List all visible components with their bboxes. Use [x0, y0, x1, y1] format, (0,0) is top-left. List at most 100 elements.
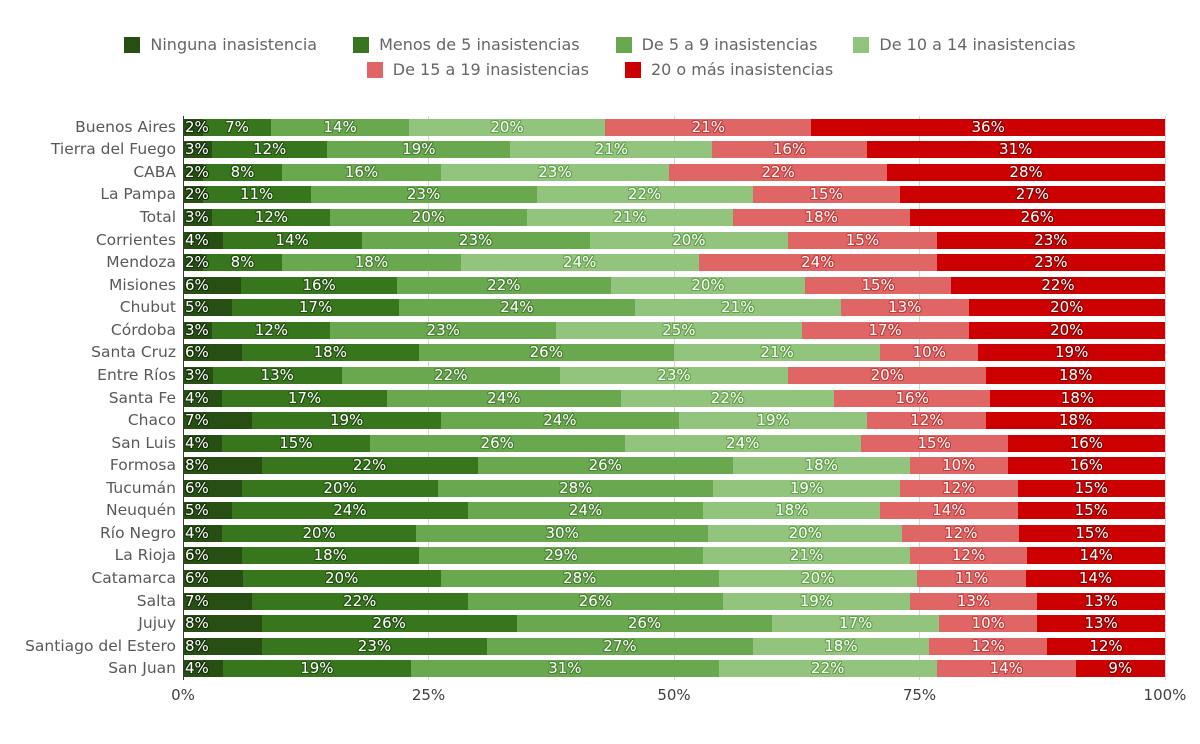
bar-value-label: 2% [185, 253, 209, 272]
bar-value-label: 20% [691, 275, 725, 294]
bar-segment: 18% [241, 547, 419, 565]
bar-row: 2% 8% 16% 23% 22% 28% [183, 163, 1165, 181]
bar-segment: 26% [477, 457, 733, 475]
bar-segment: 10% [880, 343, 979, 362]
bar-segment: 15% [788, 231, 937, 249]
bar-value-label: 10% [971, 614, 1005, 633]
bar-segment: 23% [361, 230, 590, 249]
bar-segment: 8% [202, 254, 283, 272]
legend-color-swatch [853, 37, 870, 53]
bar-value-label: 10% [912, 343, 946, 362]
bar-value-label: 31% [548, 659, 582, 678]
bar-segment: 7% [183, 412, 253, 430]
bar-value-label: 21% [721, 298, 755, 317]
bar-row: 3% 12% 19% 21% 16% 31% [183, 140, 1165, 159]
row-label: Total [139, 208, 176, 227]
bar-segment: 6% [183, 276, 242, 294]
bar-value-label: 3% [185, 140, 209, 159]
bar-value-label: 16% [772, 140, 807, 159]
bar-value-label: 19% [329, 411, 364, 430]
bar-segment: 9% [1075, 660, 1165, 678]
bar-row: 3% 13% 22% 23% 20% 18% [183, 366, 1165, 384]
bar-value-label: 18% [1058, 411, 1093, 430]
bar-segment: 6% [183, 569, 243, 587]
bar-segment: 26% [369, 434, 625, 452]
bar-value-label: 20% [801, 568, 835, 587]
bar-segment: 26% [909, 209, 1165, 227]
bar-value-label: 16% [895, 388, 929, 407]
legend-label: Menos de 5 inasistencias [379, 35, 580, 54]
bar-segment: 24% [440, 411, 679, 430]
bar-segment: 16% [1007, 434, 1165, 452]
bar-value-label: 23% [357, 636, 392, 655]
bar-segment: 16% [834, 388, 990, 407]
bar-segment: 15% [752, 186, 900, 204]
bar-segment: 15% [860, 434, 1008, 452]
bar-value-label: 12% [254, 208, 289, 227]
bar-segment: 14% [1027, 547, 1165, 565]
bar-value-label: 24% [543, 411, 577, 430]
bar-value-label: 19% [1054, 343, 1089, 362]
bar-segment: 16% [1007, 457, 1165, 475]
row-label: Entre Ríos [97, 365, 176, 384]
legend-color-swatch [124, 37, 141, 53]
row-label: Santa Cruz [91, 343, 176, 362]
bar-value-label: 22% [487, 275, 521, 294]
bar-value-label: 25% [662, 320, 696, 339]
bar-segment: 24% [387, 389, 621, 407]
row-label: Buenos Aires [75, 117, 176, 136]
bar-value-label: 19% [300, 659, 334, 678]
bar-value-label: 21% [691, 117, 725, 136]
bar-value-label: 21% [594, 140, 629, 159]
bar-value-label: 18% [804, 208, 838, 227]
row-label: Chubut [119, 298, 176, 317]
bar-segment: 15% [1019, 524, 1165, 542]
bar-value-label: 22% [627, 185, 662, 204]
bar-value-label: 14% [989, 659, 1023, 678]
bar-value-label: 6% [185, 343, 209, 362]
legend-row: De 15 a 19 inasistencias 20 o más inasist… [366, 62, 833, 78]
bar-row: 4% 17% 24% 22% 16% 18% [183, 388, 1165, 407]
bar-segment: 14% [222, 231, 362, 249]
bar-segment: 22% [396, 275, 611, 294]
bar-value-label: 23% [458, 230, 493, 249]
row-label: Jujuy [138, 614, 176, 633]
bar-value-label: 23% [426, 320, 460, 339]
bar-segment: 8% [183, 615, 262, 633]
bar-row: 7% 22% 26% 19% 13% 13% [183, 592, 1165, 610]
bar-segment: 2% [183, 186, 209, 204]
bar-value-label: 14% [323, 117, 357, 136]
bar-value-label: 26% [627, 614, 662, 633]
bar-segment: 15% [1017, 479, 1165, 497]
bar-segment: 20% [718, 568, 917, 587]
bar-segment: 18% [282, 254, 461, 272]
bar-value-label: 27% [1015, 185, 1050, 204]
bar-segment: 4% [183, 660, 223, 678]
bar-value-label: 12% [910, 411, 944, 430]
bar-value-label: 20% [672, 230, 706, 249]
bar-value-label: 20% [490, 117, 524, 136]
row-label: Corrientes [95, 230, 176, 249]
row-label: Río Negro [100, 523, 176, 542]
bar-segment: 10% [939, 614, 1038, 633]
bar-segment: 13% [840, 299, 969, 317]
bar-value-label: 24% [726, 433, 760, 452]
bar-value-label: 12% [951, 546, 986, 565]
bar-value-label: 3% [185, 320, 209, 339]
bar-segment: 6% [183, 479, 242, 497]
bar-segment: 28% [887, 163, 1165, 181]
legend-color-swatch [366, 62, 383, 78]
bar-value-label: 29% [544, 546, 578, 565]
bar-segment: 18% [986, 366, 1165, 384]
bar-segment: 20% [788, 366, 987, 384]
bar-row: 8% 23% 27% 18% 12% 12% [183, 636, 1165, 655]
bar-value-label: 24% [568, 501, 603, 520]
bar-segment: 28% [440, 569, 719, 587]
bar-segment: 17% [772, 615, 940, 633]
row-label: Tierra del Fuego [50, 140, 176, 159]
legend-label: De 5 a 9 inasistencias [641, 35, 818, 54]
y-axis-line [182, 116, 184, 680]
bar-segment: 21% [673, 344, 881, 362]
bar-row: 2% 11% 23% 22% 15% 27% [183, 185, 1165, 204]
